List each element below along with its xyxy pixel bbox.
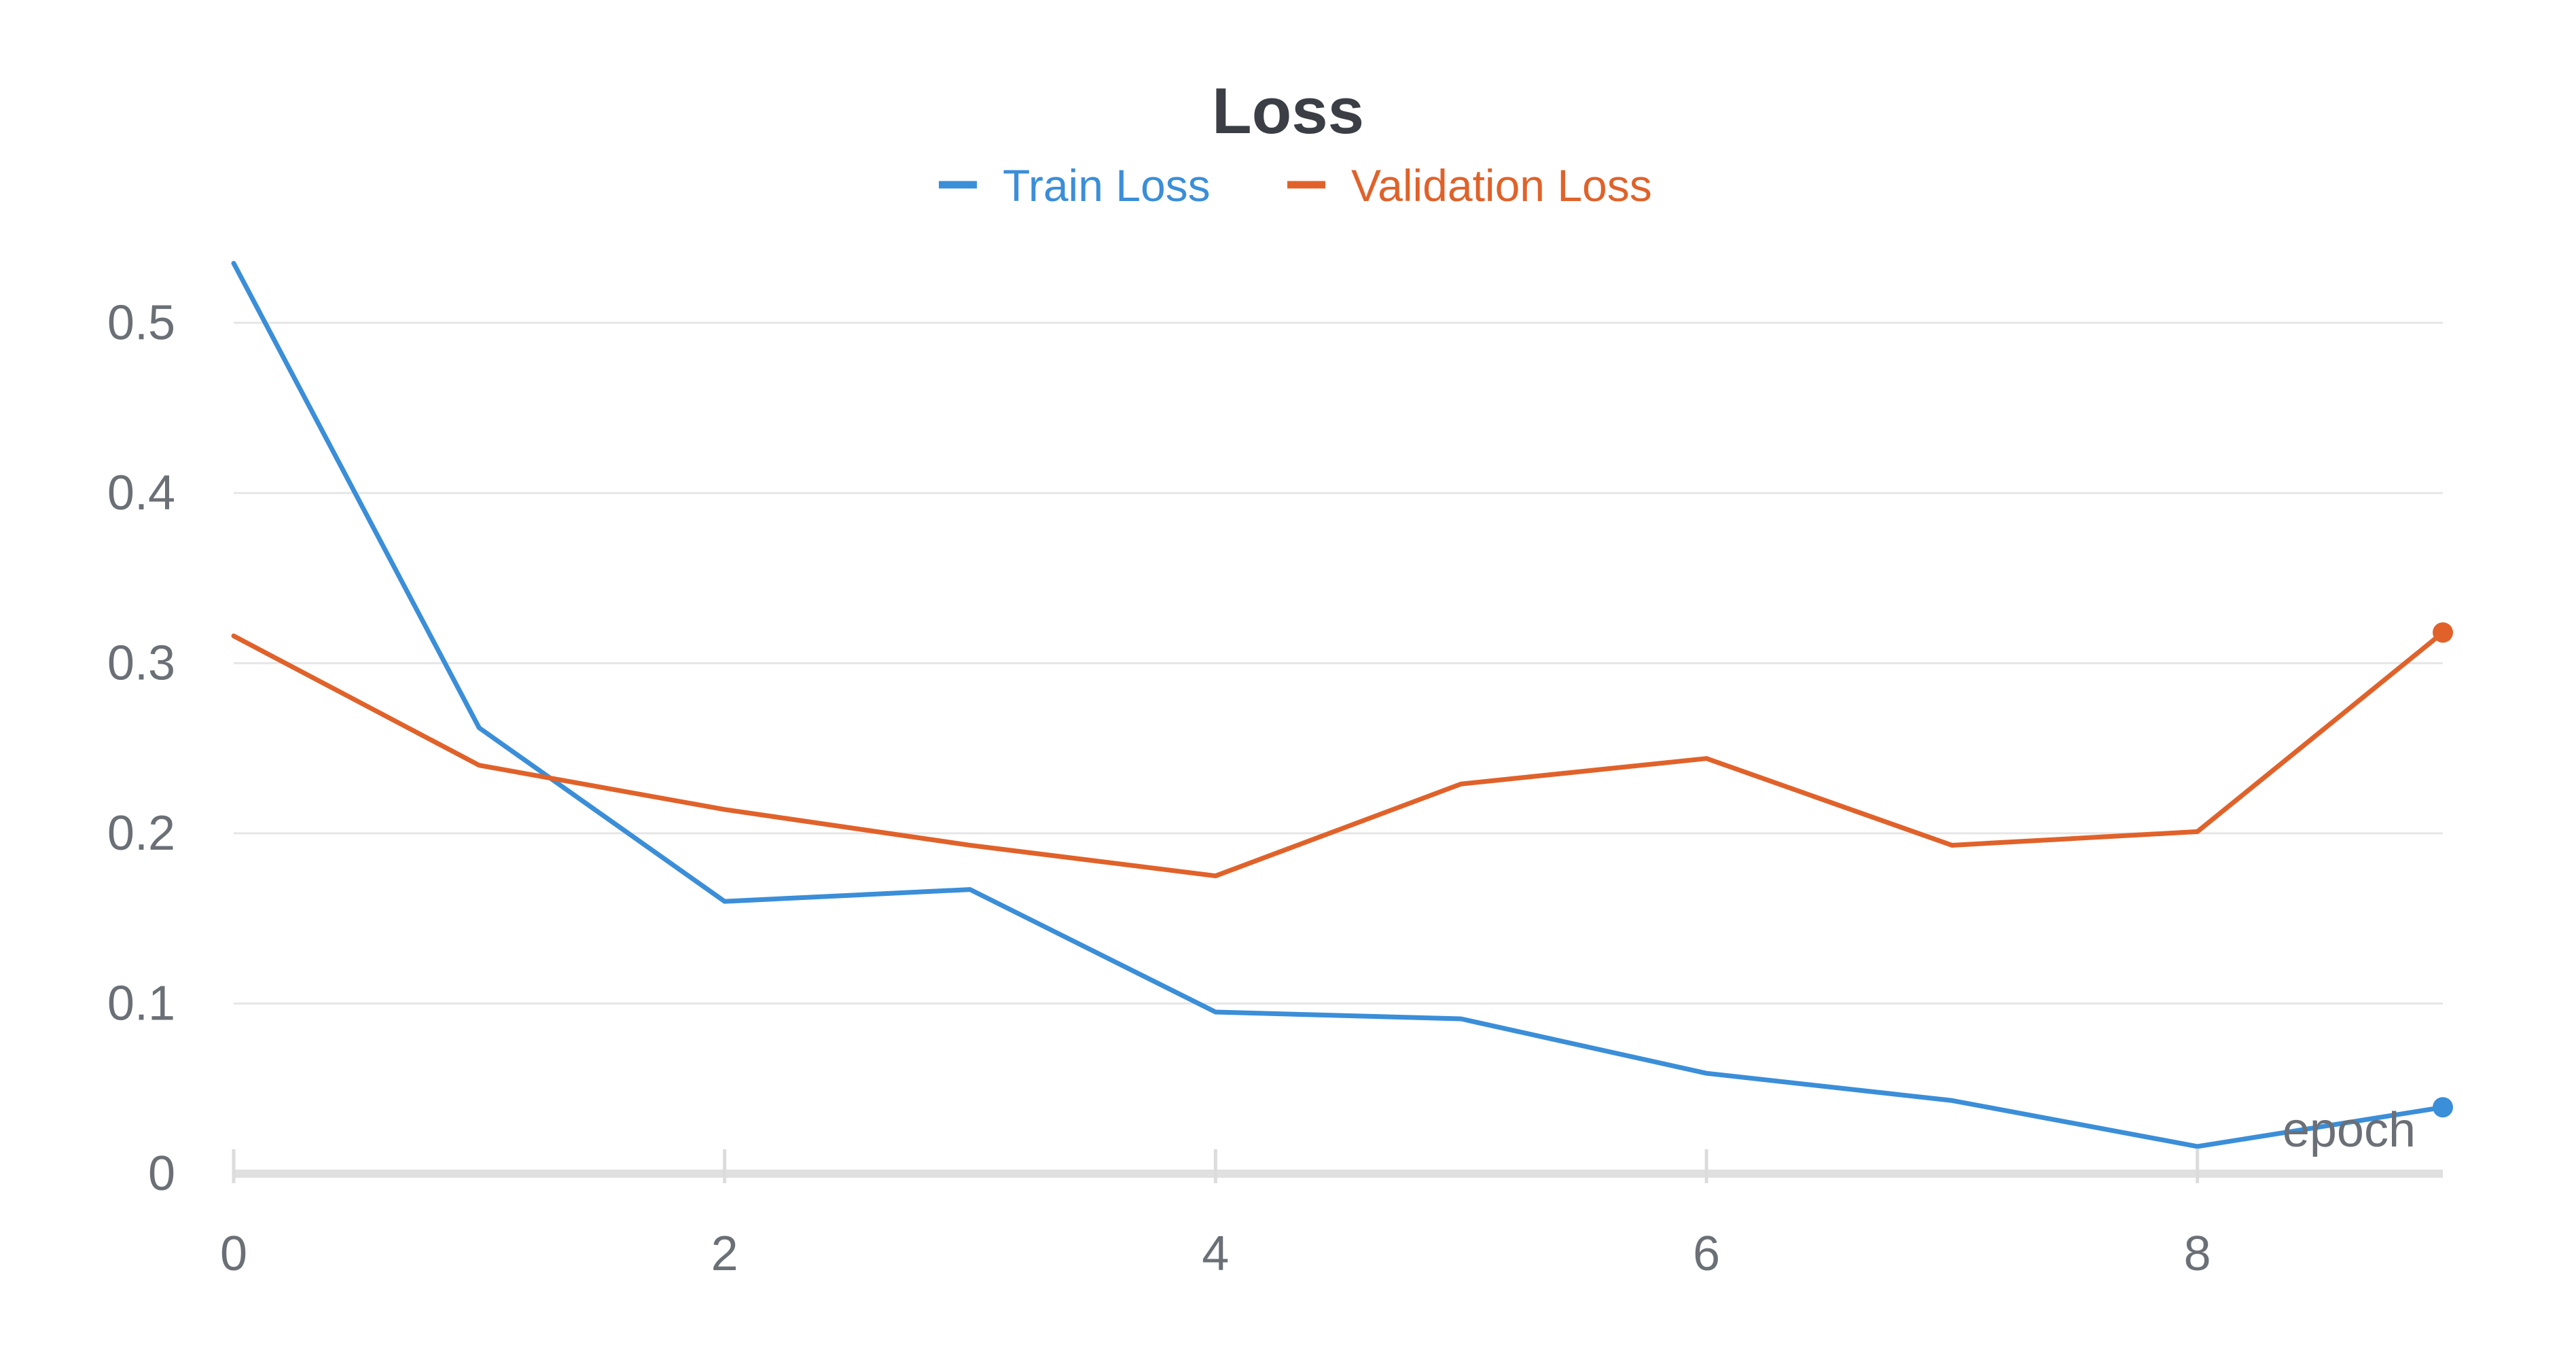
legend-label: Train Loss — [1003, 160, 1211, 211]
y-axis-ticks: 0 0.1 0.2 0.3 0.4 0.5 — [107, 295, 175, 1201]
x-axis-label: epoch — [2283, 1103, 2416, 1157]
x-tick-label: 4 — [1202, 1227, 1229, 1281]
y-tick-label: 0.4 — [107, 466, 175, 520]
chart-title: Loss — [1212, 75, 1364, 147]
x-tick-label: 0 — [220, 1227, 247, 1281]
series-end-marker — [2433, 1097, 2453, 1118]
y-tick-label: 0.1 — [107, 976, 175, 1030]
y-tick-label: 0 — [148, 1147, 175, 1201]
x-tick-label: 6 — [1693, 1227, 1720, 1281]
grid — [234, 321, 2443, 1005]
y-tick-label: 0.5 — [107, 295, 175, 350]
series-line-0 — [231, 261, 2446, 1149]
series-end-marker — [2433, 622, 2453, 643]
series-layer — [231, 261, 2453, 1149]
x-tick-label: 2 — [711, 1227, 738, 1281]
x-axis: 0 2 4 6 8 — [220, 1149, 2443, 1281]
y-tick-label: 0.3 — [107, 636, 175, 690]
x-tick-label: 8 — [2184, 1227, 2211, 1281]
legend: Train Loss Validation Loss — [939, 160, 1652, 211]
series-line-1 — [231, 630, 2446, 879]
legend-label: Validation Loss — [1351, 160, 1652, 211]
y-tick-label: 0.2 — [107, 806, 175, 861]
